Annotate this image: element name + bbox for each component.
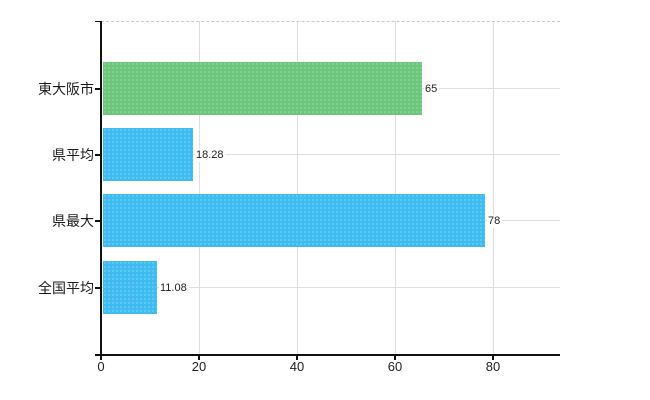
value-label-higashiosaka-shi: 65: [424, 83, 440, 96]
x-axis-line: [95, 354, 560, 356]
category-label-higashiosaka-shi: 東大阪市: [38, 81, 94, 97]
gridline-x-20: [199, 21, 200, 355]
bar-zenkoku-heikin[interactable]: [103, 261, 158, 314]
y-axis-tick-2: [95, 154, 101, 156]
x-tick-label-0: 0: [97, 359, 105, 374]
y-axis-tick-3: [95, 220, 101, 222]
y-axis-line: [100, 21, 102, 356]
value-label-ken-heikin: 18.28: [195, 149, 226, 162]
category-label-ken-saidai: 県最大: [52, 213, 94, 229]
gridline-row-2: [102, 154, 560, 155]
value-label-ken-saidai: 78: [487, 215, 503, 228]
gridline-row-4: [102, 287, 560, 288]
x-tick-label-60: 60: [387, 359, 403, 374]
plot-top-border: [101, 21, 560, 22]
bar-ken-heikin[interactable]: [103, 128, 193, 181]
y-axis-tick-top: [95, 21, 101, 22]
x-axis-tick-20: [198, 356, 200, 360]
value-label-zenkoku-heikin: 11.08: [159, 282, 189, 295]
y-axis-tick-1: [95, 88, 101, 90]
bar-ken-saidai[interactable]: [103, 194, 486, 247]
x-tick-label-40: 40: [289, 359, 305, 374]
x-tick-label-80: 80: [485, 359, 501, 374]
y-axis-tick-4: [95, 287, 101, 289]
gridline-x-80: [493, 21, 494, 355]
category-label-zenkoku-heikin: 全国平均: [38, 280, 94, 296]
x-axis-tick-40: [296, 356, 298, 360]
gridline-x-60: [395, 21, 396, 355]
gridline-x-40: [297, 21, 298, 355]
category-label-ken-heikin: 県平均: [52, 147, 94, 163]
x-axis-tick-60: [394, 356, 396, 360]
x-tick-label-20: 20: [191, 359, 207, 374]
bar-higashiosaka-shi[interactable]: [103, 62, 422, 115]
x-axis-tick-80: [492, 356, 494, 360]
x-axis-tick-0: [100, 356, 102, 360]
